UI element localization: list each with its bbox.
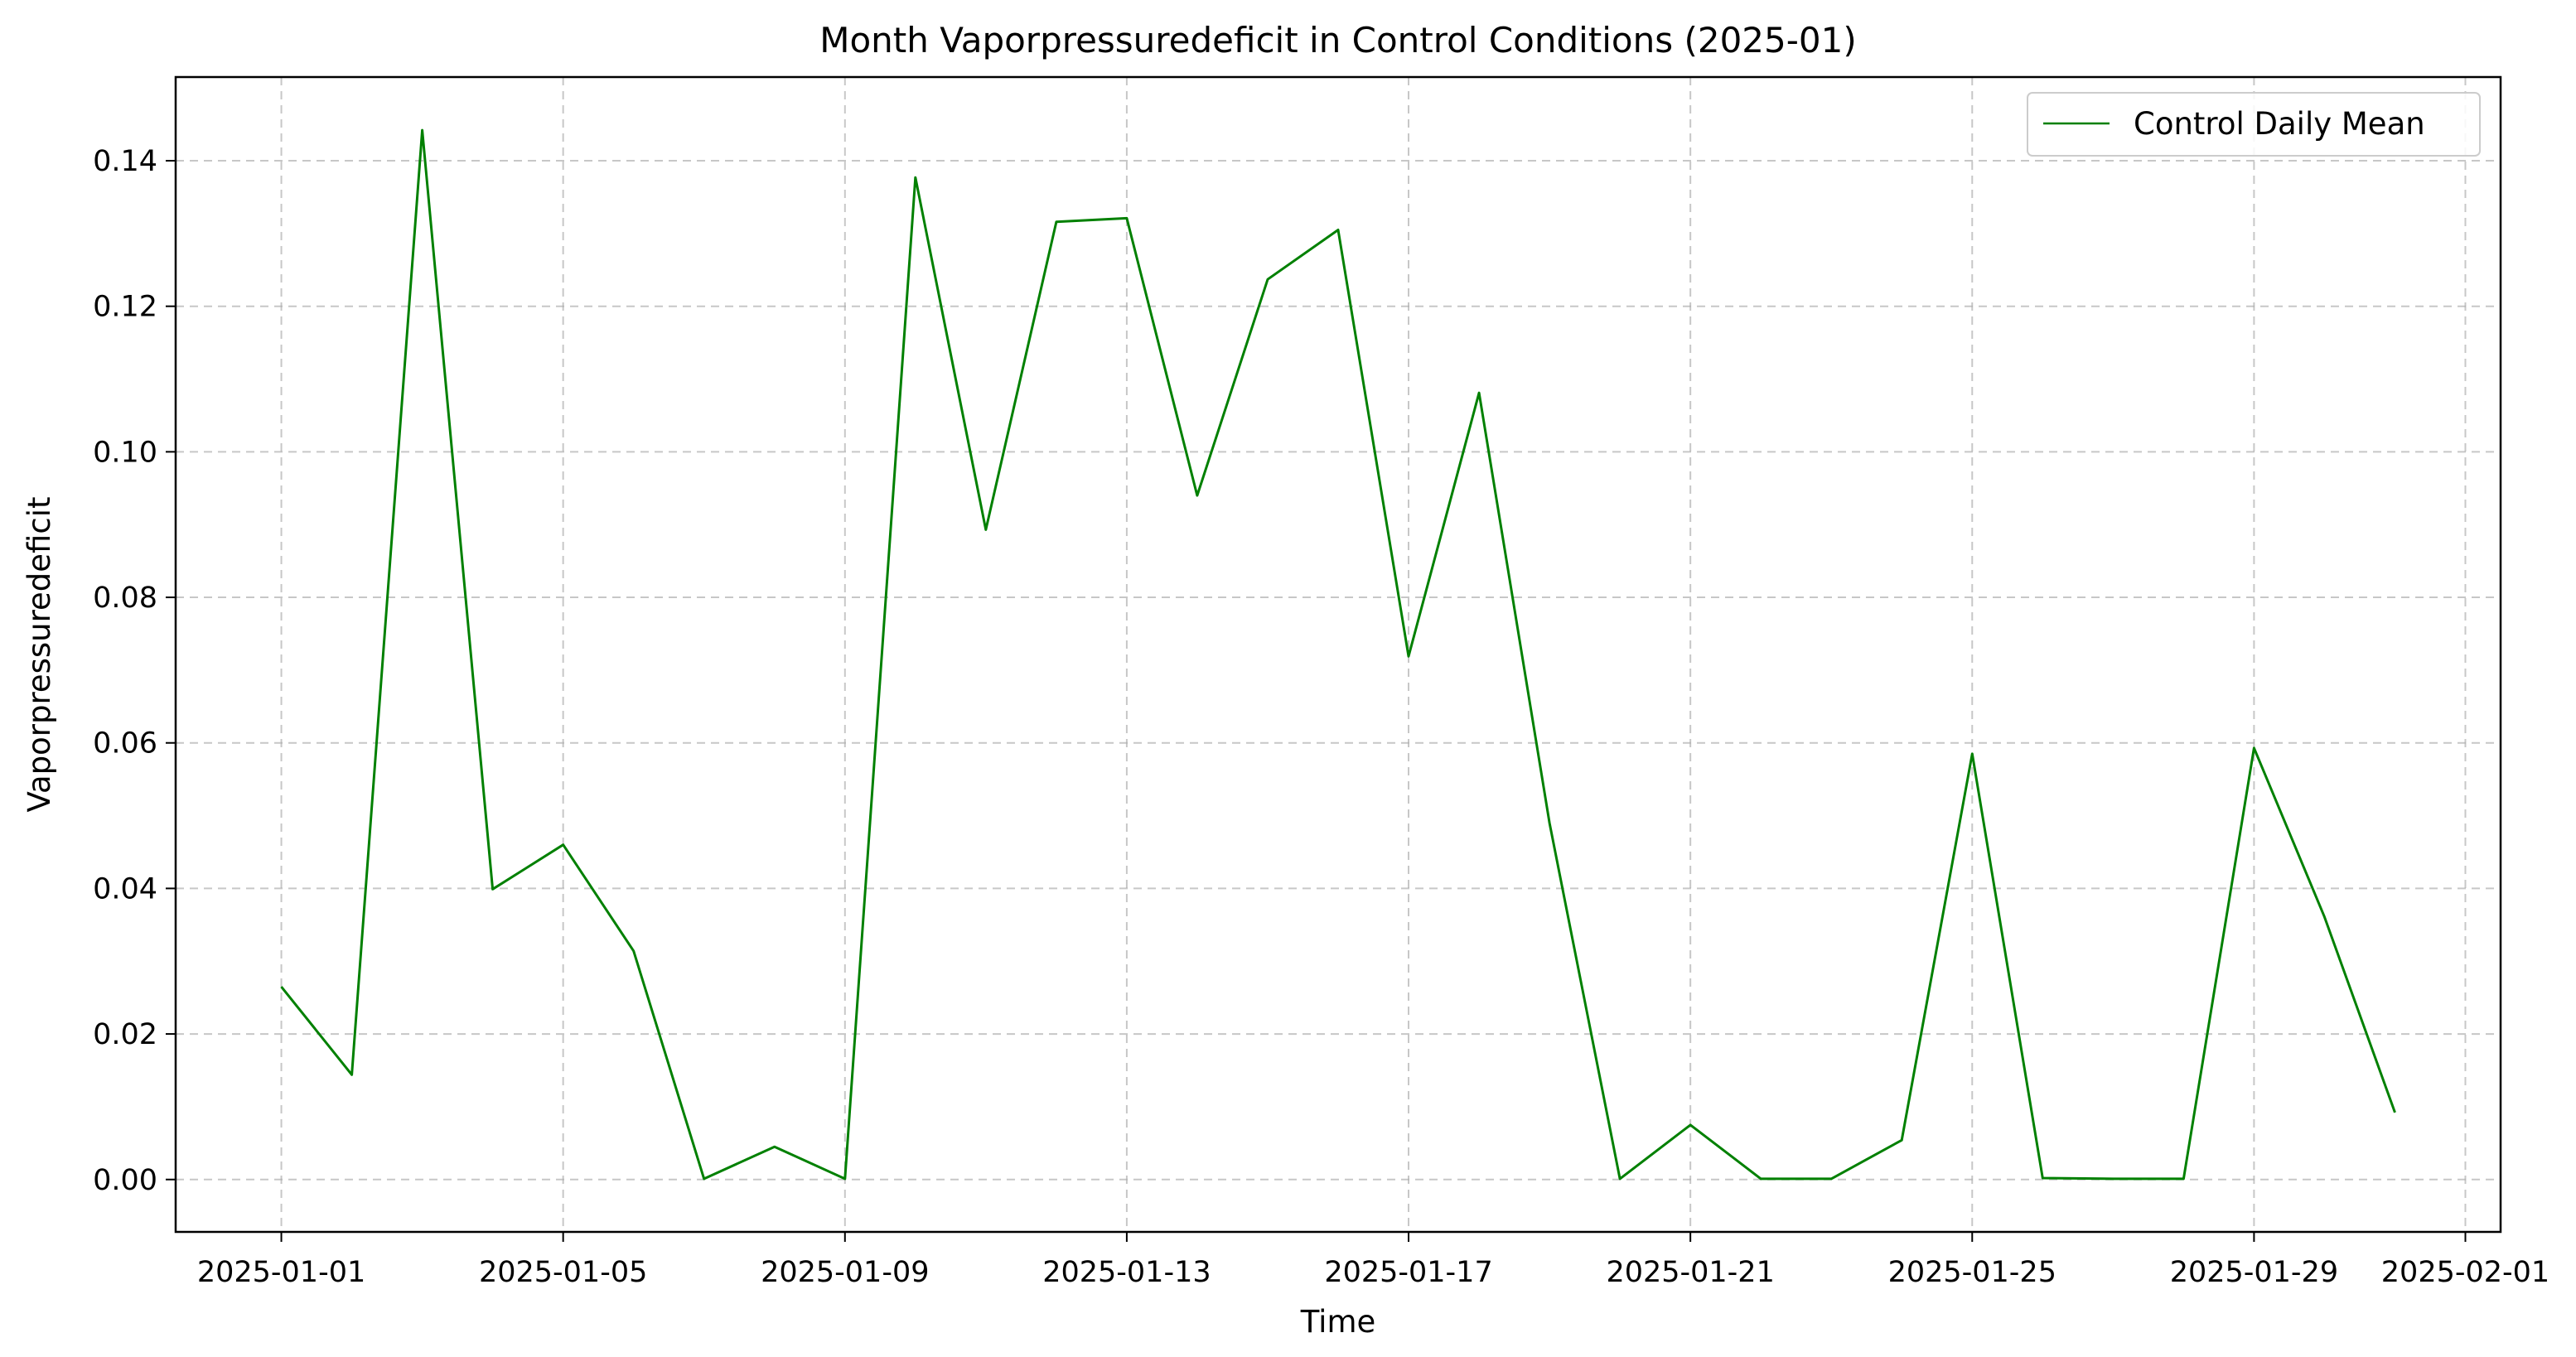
x-tick-label: 2025-01-05 — [479, 1256, 647, 1289]
x-axis: 2025-01-01 2025-01-05 2025-01-09 2025-01-13… — [197, 1232, 2549, 1289]
legend: Control Daily Mean — [2027, 92, 2481, 157]
series-layer — [280, 128, 2396, 1181]
x-tick-label: 2025-01-25 — [1888, 1256, 2056, 1289]
y-tick-label: 0.04 — [93, 872, 157, 905]
x-tick-label: 2025-01-29 — [2170, 1256, 2338, 1289]
y-axis-label: Vaporpressuredeficit — [22, 497, 57, 813]
y-axis: 0.00 0.02 0.04 0.06 0.08 0.10 0.12 0.14 — [93, 145, 176, 1197]
chart-title: Month Vaporpressuredeficit in Control Co… — [819, 20, 1857, 60]
plot-area-frame — [174, 75, 2502, 1234]
y-tick-label: 0.10 — [93, 436, 157, 469]
legend-box — [2027, 92, 2481, 157]
x-tick-label: 2025-01-17 — [1324, 1256, 1492, 1289]
x-axis-label: Time — [1300, 1304, 1376, 1340]
x-tick-label: 2025-02-01 — [2381, 1256, 2549, 1289]
y-tick-label: 0.02 — [93, 1018, 157, 1051]
x-tick-label: 2025-01-09 — [761, 1256, 929, 1289]
y-tick-label: 0.08 — [93, 582, 157, 615]
y-tick-label: 0.06 — [93, 727, 157, 761]
y-tick-label: 0.00 — [93, 1164, 157, 1197]
x-tick-label: 2025-01-13 — [1042, 1256, 1211, 1289]
y-tick-label: 0.14 — [93, 145, 157, 178]
y-tick-label: 0.12 — [93, 291, 157, 324]
legend-label: Control Daily Mean — [2134, 106, 2425, 142]
x-tick-label: 2025-01-21 — [1606, 1256, 1774, 1289]
x-tick-label: 2025-01-01 — [197, 1256, 365, 1289]
gridlines — [176, 77, 2501, 1232]
